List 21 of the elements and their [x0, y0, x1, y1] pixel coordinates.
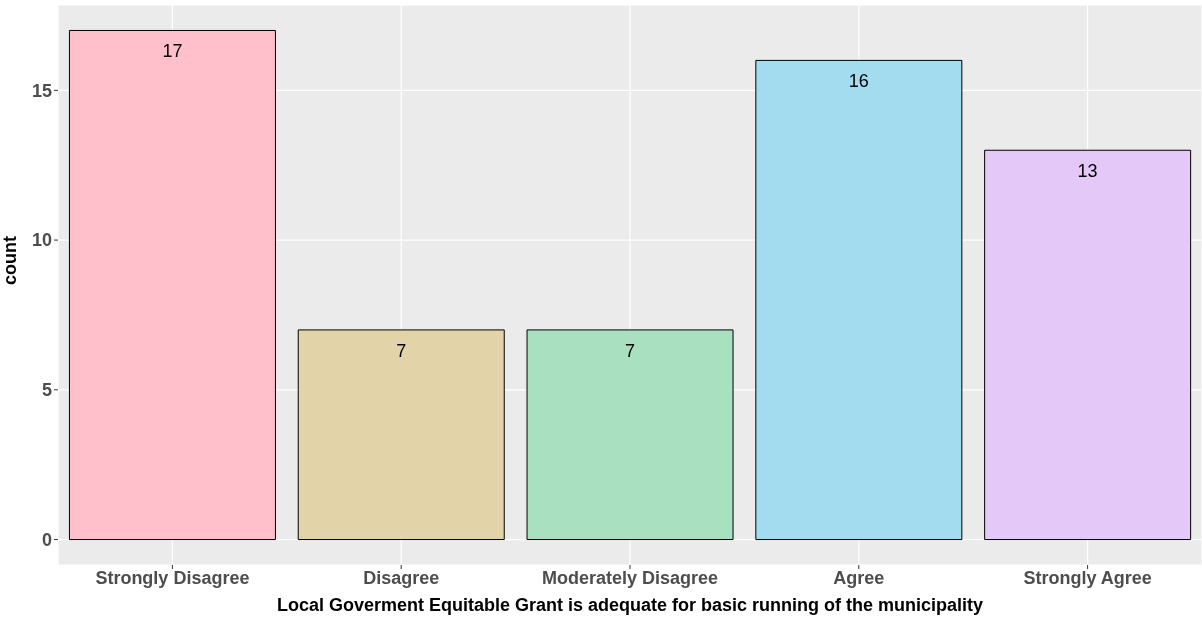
y-tick-label: 10 [31, 230, 52, 251]
data-label: 7 [625, 340, 636, 361]
x-tick-label: Moderately Disagree [541, 567, 719, 588]
bar [526, 329, 734, 541]
data-label: 17 [162, 41, 183, 62]
x-tick-label: Strongly Disagree [95, 567, 250, 588]
bar [755, 59, 963, 541]
data-label: 13 [1077, 161, 1098, 182]
y-tick-label: 5 [41, 380, 52, 401]
y-tick-label: 15 [31, 80, 52, 101]
y-axis-title: count [0, 236, 21, 285]
x-axis-title: Local Goverment Equitable Grant is adequate for basic running of the municipality [276, 595, 984, 615]
x-tick-label: Disagree [363, 567, 440, 588]
bar [297, 329, 505, 541]
x-tick-label: Agree [833, 567, 885, 588]
bar [68, 29, 276, 541]
data-label: 7 [396, 340, 407, 361]
bar [984, 149, 1192, 541]
x-tick-label: Strongly Agree [1023, 567, 1152, 588]
data-label: 16 [848, 71, 869, 92]
y-tick-label: 0 [41, 529, 52, 550]
